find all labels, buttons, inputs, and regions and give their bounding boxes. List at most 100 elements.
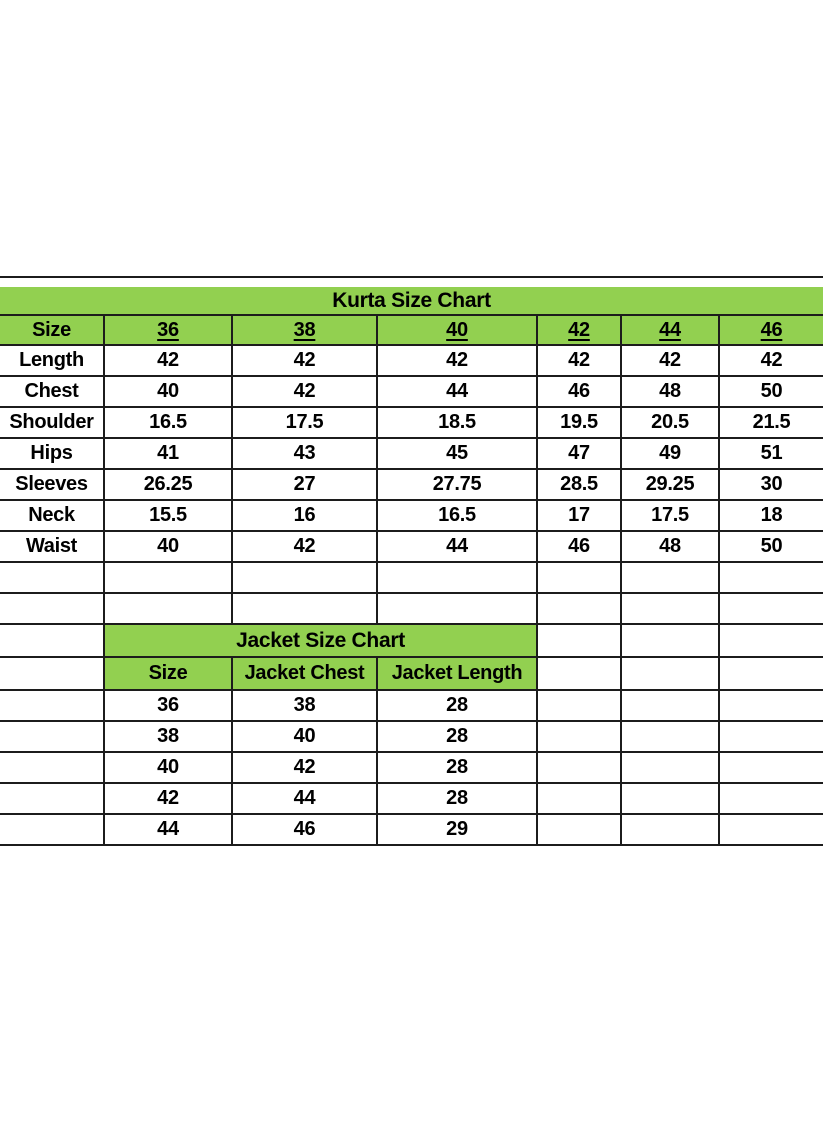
empty-cell — [720, 784, 823, 815]
kurta-cell: 42 — [233, 532, 378, 563]
empty-cell — [720, 658, 823, 691]
empty-cell — [0, 563, 105, 594]
kurta-cell: 46 — [538, 532, 622, 563]
jacket-cell: 42 — [105, 784, 233, 815]
kurta-row-label: Hips — [0, 439, 105, 470]
kurta-cell: 44 — [378, 532, 538, 563]
kurta-cell: 18 — [720, 501, 823, 532]
empty-cell — [0, 753, 105, 784]
kurta-size-col-42: 42 — [538, 316, 622, 346]
empty-cell — [378, 563, 538, 594]
kurta-cell: 43 — [233, 439, 378, 470]
jacket-col-header: Jacket Chest — [233, 658, 378, 691]
kurta-cell: 45 — [378, 439, 538, 470]
size-40-label: 40 — [446, 318, 468, 341]
empty-cell — [538, 658, 622, 691]
kurta-cell: 51 — [720, 439, 823, 470]
kurta-cell: 18.5 — [378, 408, 538, 439]
empty-cell — [0, 815, 105, 846]
kurta-row-label: Chest — [0, 377, 105, 408]
empty-cell — [720, 625, 823, 658]
jacket-cell: 42 — [233, 753, 378, 784]
kurta-cell: 47 — [538, 439, 622, 470]
kurta-row-label: Neck — [0, 501, 105, 532]
kurta-cell: 21.5 — [720, 408, 823, 439]
jacket-col-header: Jacket Length — [378, 658, 538, 691]
kurta-cell: 17 — [538, 501, 622, 532]
jacket-cell: 46 — [233, 815, 378, 846]
empty-cell — [0, 722, 105, 753]
kurta-cell: 30 — [720, 470, 823, 501]
kurta-cell: 41 — [105, 439, 233, 470]
kurta-size-col-44: 44 — [622, 316, 720, 346]
kurta-cell: 42 — [622, 346, 720, 377]
kurta-cell: 16 — [233, 501, 378, 532]
empty-cell — [622, 691, 720, 722]
empty-cell — [0, 784, 105, 815]
jacket-cell: 29 — [378, 815, 538, 846]
empty-cell — [538, 815, 622, 846]
empty-cell — [538, 691, 622, 722]
size-36-label: 36 — [157, 318, 179, 341]
empty-cell — [0, 658, 105, 691]
empty-cell — [622, 784, 720, 815]
empty-cell — [0, 594, 105, 625]
empty-cell — [538, 722, 622, 753]
kurta-row-label: Shoulder — [0, 408, 105, 439]
empty-cell — [538, 784, 622, 815]
empty-cell — [720, 815, 823, 846]
size-44-label: 44 — [659, 318, 681, 341]
jacket-cell: 40 — [233, 722, 378, 753]
kurta-cell: 16.5 — [105, 408, 233, 439]
kurta-cell: 40 — [105, 532, 233, 563]
kurta-cell: 27.75 — [378, 470, 538, 501]
jacket-cell: 44 — [105, 815, 233, 846]
top-rule — [0, 276, 823, 278]
kurta-cell: 50 — [720, 377, 823, 408]
kurta-title: Kurta Size Chart — [0, 287, 823, 316]
kurta-cell: 42 — [233, 377, 378, 408]
jacket-cell: 44 — [233, 784, 378, 815]
kurta-size-col-46: 46 — [720, 316, 823, 346]
empty-cell — [622, 753, 720, 784]
empty-cell — [622, 625, 720, 658]
jacket-cell: 40 — [105, 753, 233, 784]
kurta-cell: 50 — [720, 532, 823, 563]
kurta-row-label: Sleeves — [0, 470, 105, 501]
empty-cell — [105, 594, 233, 625]
kurta-cell: 27 — [233, 470, 378, 501]
jacket-cell: 28 — [378, 753, 538, 784]
kurta-cell: 40 — [105, 377, 233, 408]
empty-cell — [622, 722, 720, 753]
kurta-cell: 15.5 — [105, 501, 233, 532]
kurta-cell: 46 — [538, 377, 622, 408]
kurta-cell: 44 — [378, 377, 538, 408]
kurta-row-label: Waist — [0, 532, 105, 563]
kurta-cell: 17.5 — [233, 408, 378, 439]
kurta-cell: 16.5 — [378, 501, 538, 532]
kurta-cell: 19.5 — [538, 408, 622, 439]
size-46-label: 46 — [760, 318, 783, 341]
empty-cell — [538, 625, 622, 658]
kurta-cell: 42 — [105, 346, 233, 377]
empty-cell — [622, 815, 720, 846]
empty-cell — [720, 563, 823, 594]
empty-cell — [538, 594, 622, 625]
empty-cell — [233, 563, 378, 594]
empty-cell — [105, 563, 233, 594]
kurta-cell: 48 — [622, 377, 720, 408]
kurta-cell: 28.5 — [538, 470, 622, 501]
kurta-size-header-label: Size — [0, 316, 105, 346]
empty-cell — [622, 658, 720, 691]
empty-cell — [378, 594, 538, 625]
size-42-label: 42 — [568, 318, 590, 341]
kurta-size-col-36: 36 — [105, 316, 233, 346]
size-38-label: 38 — [293, 318, 316, 341]
empty-cell — [720, 722, 823, 753]
kurta-cell: 42 — [538, 346, 622, 377]
kurta-cell: 42 — [720, 346, 823, 377]
kurta-size-col-40: 40 — [378, 316, 538, 346]
kurta-cell: 48 — [622, 532, 720, 563]
kurta-cell: 42 — [378, 346, 538, 377]
